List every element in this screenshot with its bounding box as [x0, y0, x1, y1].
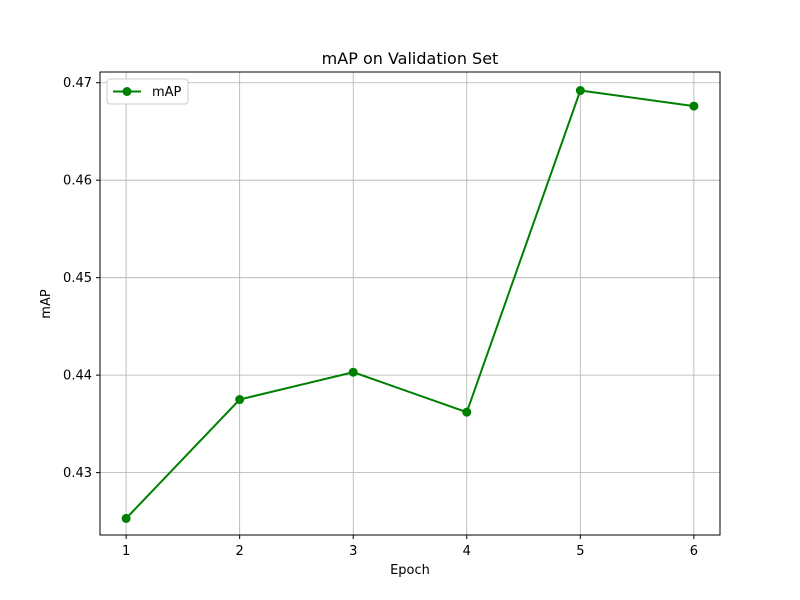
y-axis-ticks: 0.43 0.44 0.45 0.46 0.47 [63, 76, 100, 481]
chart-title: mAP on Validation Set [322, 49, 499, 68]
plot-frame [99, 71, 721, 536]
x-tick-label: 5 [576, 544, 584, 559]
y-tick-label: 0.45 [63, 271, 92, 286]
legend-label: mAP [152, 85, 182, 100]
x-tick-label: 4 [463, 544, 471, 559]
data-point [462, 407, 472, 417]
data-point [575, 86, 585, 96]
x-tick-label: 2 [236, 544, 244, 559]
data-point [121, 513, 131, 523]
x-tick-label: 3 [349, 544, 357, 559]
data-point [348, 367, 358, 377]
legend: mAP [106, 78, 189, 105]
x-axis-label: Epoch [390, 563, 430, 578]
y-tick-label: 0.43 [63, 466, 92, 481]
series-line [125, 89, 695, 520]
data-point [235, 395, 245, 405]
legend-box [106, 78, 189, 105]
x-tick-label: 6 [690, 544, 698, 559]
x-axis-ticks: 1 2 3 4 5 6 [122, 535, 698, 559]
y-axis-label: mAP [39, 289, 54, 319]
gridlines [100, 72, 720, 535]
series-layer [121, 86, 699, 523]
y-tick-label: 0.44 [63, 369, 92, 384]
x-tick-label: 1 [122, 544, 130, 559]
data-point [689, 101, 699, 111]
y-tick-label: 0.46 [63, 174, 92, 189]
y-tick-label: 0.47 [63, 76, 92, 91]
legend-marker-swatch [122, 87, 132, 96]
